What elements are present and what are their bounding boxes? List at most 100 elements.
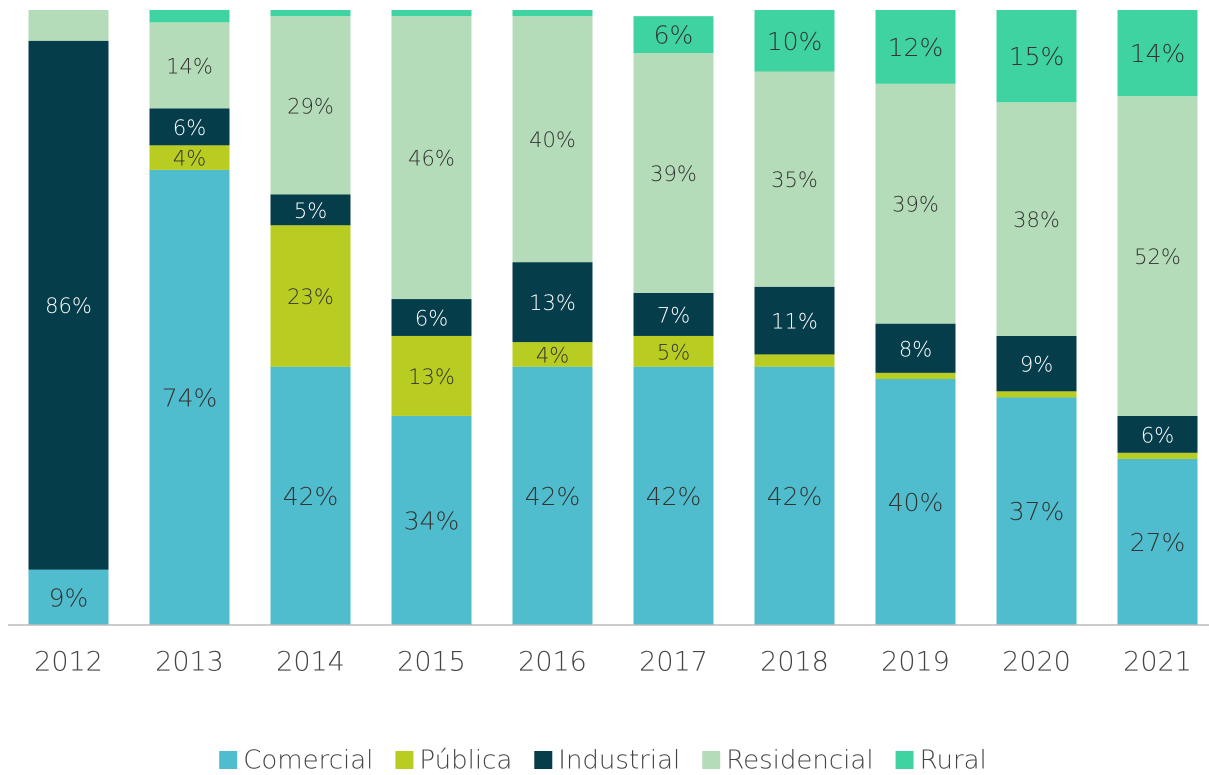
bar-segment [149, 145, 230, 170]
data-label: 37% [1009, 497, 1065, 526]
x-tick-label: 2017 [639, 647, 708, 678]
data-label: 38% [1013, 208, 1060, 232]
bar-segment [391, 335, 472, 416]
bar-segment [512, 366, 593, 625]
bar-segment [270, 16, 351, 195]
x-tick-label: 2019 [881, 647, 950, 678]
bar-segment [875, 372, 956, 379]
bar-segment [270, 194, 351, 226]
bar-segment [633, 366, 714, 625]
bar-segment [270, 366, 351, 625]
data-label: 14% [166, 54, 213, 78]
legend-swatch [534, 751, 553, 769]
bar-segment [875, 379, 956, 625]
bar-segment [270, 10, 351, 17]
bar-segment [1117, 452, 1198, 459]
bar-segment [633, 53, 714, 293]
data-label: 42% [767, 482, 823, 511]
bar-segment [754, 354, 835, 367]
x-tick-label: 2014 [276, 647, 345, 678]
data-label: 6% [654, 21, 694, 50]
x-tick-label: 2018 [760, 647, 829, 678]
legend-swatch [219, 751, 238, 769]
bar-segment [754, 366, 835, 625]
bar-segment [149, 169, 230, 625]
bar-segment [996, 397, 1077, 625]
x-tick-label: 2012 [34, 647, 103, 678]
data-label: 5% [294, 199, 327, 223]
legend-swatch [395, 751, 414, 769]
data-label: 12% [888, 33, 944, 62]
data-label: 14% [1130, 39, 1186, 68]
data-label: 39% [892, 193, 939, 217]
bar-segment [28, 10, 109, 41]
legend-label: Rural [920, 746, 987, 775]
data-label: 40% [888, 488, 944, 517]
data-label: 6% [415, 307, 448, 331]
data-label: 9% [49, 583, 89, 612]
legend-swatch [895, 751, 914, 769]
bar-segment [633, 335, 714, 367]
x-tick-label: 2013 [155, 647, 224, 678]
legend-label: Residencial [726, 746, 873, 775]
bar-segment [391, 10, 472, 17]
bar-segment [754, 286, 835, 355]
bar-segment [1117, 10, 1198, 97]
data-label: 27% [1130, 528, 1186, 557]
bar-segment [149, 108, 230, 146]
data-label: 9% [1020, 353, 1053, 377]
data-label: 13% [408, 365, 455, 389]
data-label: 4% [536, 343, 569, 367]
data-label: 29% [287, 94, 334, 118]
legend-label: Industrial [558, 746, 680, 775]
bar-segment [633, 16, 714, 54]
data-label: 15% [1009, 42, 1065, 71]
bar-segment [875, 83, 956, 324]
bar-segment [1117, 415, 1198, 453]
bar-segment [996, 335, 1077, 392]
data-label: 8% [899, 337, 932, 361]
bar-segment [391, 415, 472, 625]
data-label: 35% [771, 168, 818, 192]
bar-segment [28, 569, 109, 625]
bar-segment [270, 225, 351, 367]
x-tick-label: 2016 [518, 647, 587, 678]
bar-segment [1117, 96, 1198, 416]
bar-segment [512, 16, 593, 263]
data-label: 39% [650, 162, 697, 186]
data-label: 6% [173, 116, 206, 140]
data-label: 6% [1141, 423, 1174, 447]
bar-segment [875, 10, 956, 84]
bar-segment [512, 262, 593, 343]
data-label: 42% [646, 482, 702, 511]
data-label: 10% [767, 27, 823, 56]
bar-segment [512, 342, 593, 367]
data-label: 5% [657, 340, 690, 364]
x-tick-label: 2020 [1002, 647, 1071, 678]
bar-segment [754, 71, 835, 287]
bar-segment [996, 391, 1077, 398]
bar-segment [512, 10, 593, 17]
data-label: 52% [1134, 245, 1181, 269]
data-label: 11% [771, 310, 818, 334]
bar-segment [996, 10, 1077, 103]
bar-segment [633, 292, 714, 336]
bar-segment [754, 10, 835, 72]
data-label: 23% [287, 285, 334, 309]
data-label: 42% [283, 482, 339, 511]
bar-segment [875, 323, 956, 373]
bar-segment [149, 22, 230, 109]
legend-label: Comercial [243, 746, 373, 775]
bar-segment [1117, 458, 1198, 625]
data-label: 42% [525, 482, 581, 511]
x-tick-label: 2021 [1123, 647, 1192, 678]
x-tick-label: 2015 [397, 647, 466, 678]
data-label: 74% [162, 383, 218, 412]
legend-swatch [702, 751, 721, 769]
data-label: 34% [404, 506, 460, 535]
legend-label: Pública [419, 746, 512, 775]
data-label: 46% [408, 147, 455, 171]
bar-segment [28, 40, 109, 570]
data-label: 7% [657, 303, 690, 327]
